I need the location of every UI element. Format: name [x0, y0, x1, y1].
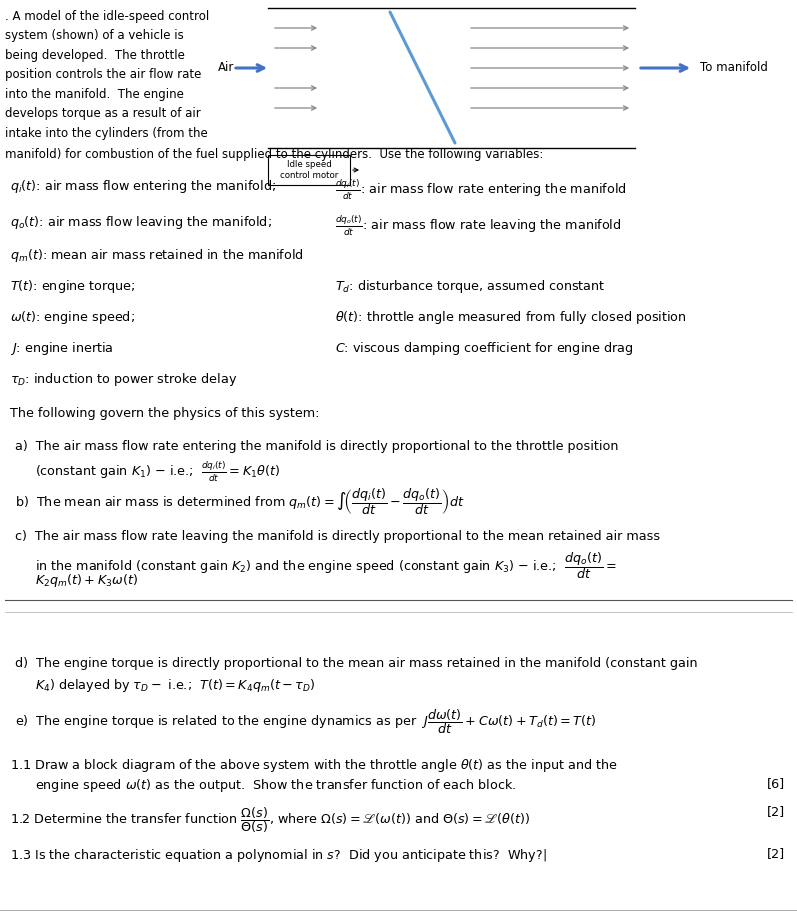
Text: [2]: [2]: [767, 805, 785, 818]
Text: d)  The engine torque is directly proportional to the mean air mass retained in : d) The engine torque is directly proport…: [15, 657, 697, 670]
Text: c)  The air mass flow rate leaving the manifold is directly proportional to the : c) The air mass flow rate leaving the ma…: [15, 530, 660, 543]
Text: engine speed $\omega(t)$ as the output.  Show the transfer function of each bloc: engine speed $\omega(t)$ as the output. …: [35, 777, 516, 794]
Text: b)  The mean air mass is determined from $q_m(t) = \int \!\left(\dfrac{dq_i(t)}{: b) The mean air mass is determined from …: [15, 486, 465, 517]
Text: $q_i(t)$: air mass flow entering the manifold;: $q_i(t)$: air mass flow entering the man…: [10, 178, 277, 195]
Text: $q_m(t)$: mean air mass retained in the manifold: $q_m(t)$: mean air mass retained in the …: [10, 247, 304, 264]
Bar: [268, 155, 350, 185]
Text: [6]: [6]: [767, 777, 785, 790]
Text: To manifold: To manifold: [700, 62, 768, 75]
Text: The following govern the physics of this system:: The following govern the physics of this…: [10, 407, 320, 420]
Text: 1.1 Draw a block diagram of the above system with the throttle angle $\theta(t)$: 1.1 Draw a block diagram of the above sy…: [10, 757, 618, 774]
Text: $T_d$: disturbance torque, assumed constant: $T_d$: disturbance torque, assumed const…: [335, 278, 606, 295]
Text: 1.2 Determine the transfer function $\dfrac{\Omega(s)}{\Theta(s)}$, where $\Omeg: 1.2 Determine the transfer function $\df…: [10, 805, 530, 835]
Text: $\theta(t)$: throttle angle measured from fully closed position: $\theta(t)$: throttle angle measured fro…: [335, 309, 687, 326]
Text: $K_2 q_m(t) + K_3\omega(t)$: $K_2 q_m(t) + K_3\omega(t)$: [35, 572, 138, 589]
Text: intake into the cylinders (from the: intake into the cylinders (from the: [5, 127, 208, 140]
Text: $q_o(t)$: air mass flow leaving the manifold;: $q_o(t)$: air mass flow leaving the mani…: [10, 214, 272, 231]
Text: 1.3 Is the characteristic equation a polynomial in $s$?  Did you anticipate this: 1.3 Is the characteristic equation a pol…: [10, 847, 547, 864]
Text: $\frac{dq_i(t)}{dt}$: air mass flow rate entering the manifold: $\frac{dq_i(t)}{dt}$: air mass flow rate…: [335, 178, 626, 202]
Text: Idle speed
control motor: Idle speed control motor: [280, 160, 338, 180]
Text: develops torque as a result of air: develops torque as a result of air: [5, 108, 201, 121]
Text: into the manifold.  The engine: into the manifold. The engine: [5, 88, 184, 101]
Text: $\omega(t)$: engine speed;: $\omega(t)$: engine speed;: [10, 309, 135, 326]
Text: system (shown) of a vehicle is: system (shown) of a vehicle is: [5, 29, 184, 42]
Text: [2]: [2]: [767, 847, 785, 860]
Text: (constant gain $K_1$) $-$ i.e.;  $\frac{dq_i(t)}{dt} = K_1\theta(t)$: (constant gain $K_1$) $-$ i.e.; $\frac{d…: [35, 460, 280, 484]
Text: a)  The air mass flow rate entering the manifold is directly proportional to the: a) The air mass flow rate entering the m…: [15, 440, 618, 453]
Text: position controls the air flow rate: position controls the air flow rate: [5, 68, 202, 81]
Text: $C$: viscous damping coefficient for engine drag: $C$: viscous damping coefficient for eng…: [335, 340, 634, 357]
Text: $K_4$) delayed by $\tau_D -$ i.e.;  $T(t) = K_4 q_m(t - \tau_D)$: $K_4$) delayed by $\tau_D -$ i.e.; $T(t)…: [35, 677, 316, 694]
Text: in the manifold (constant gain $K_2$) and the engine speed (constant gain $K_3$): in the manifold (constant gain $K_2$) an…: [35, 550, 617, 581]
Text: $J$: engine inertia: $J$: engine inertia: [10, 340, 114, 357]
Text: $T(t)$: engine torque;: $T(t)$: engine torque;: [10, 278, 135, 295]
Text: being developed.  The throttle: being developed. The throttle: [5, 49, 185, 62]
Text: . A model of the idle-speed control: . A model of the idle-speed control: [5, 10, 210, 23]
Text: manifold) for combustion of the fuel supplied to the cylinders.  Use the followi: manifold) for combustion of the fuel sup…: [5, 148, 544, 161]
Text: $\tau_D$: induction to power stroke delay: $\tau_D$: induction to power stroke dela…: [10, 371, 238, 388]
Text: $\frac{dq_o(t)}{dt}$: air mass flow rate leaving the manifold: $\frac{dq_o(t)}{dt}$: air mass flow rate…: [335, 214, 622, 239]
Text: e)  The engine torque is related to the engine dynamics as per  $J\dfrac{d\omega: e) The engine torque is related to the e…: [15, 707, 596, 736]
Text: Air: Air: [218, 62, 234, 75]
